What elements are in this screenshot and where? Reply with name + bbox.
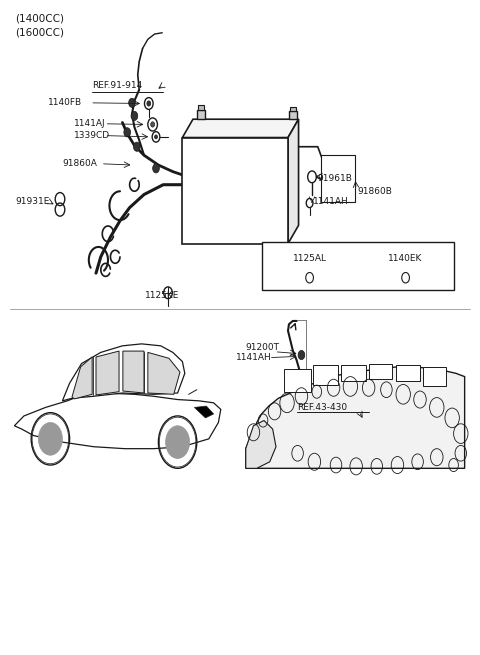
Bar bbox=[198, 105, 204, 110]
Polygon shape bbox=[288, 119, 299, 244]
Bar bbox=[289, 111, 297, 119]
Text: 1141AJ: 1141AJ bbox=[74, 119, 106, 128]
Polygon shape bbox=[194, 406, 214, 418]
Text: 1125KE: 1125KE bbox=[145, 291, 180, 300]
Circle shape bbox=[133, 142, 140, 151]
Text: REF.43-430: REF.43-430 bbox=[297, 403, 347, 412]
Bar bbox=[182, 138, 288, 244]
Circle shape bbox=[166, 426, 190, 458]
Bar bbox=[369, 364, 392, 379]
Polygon shape bbox=[246, 367, 465, 468]
Bar bbox=[284, 369, 311, 392]
Circle shape bbox=[153, 164, 159, 173]
Bar bbox=[341, 365, 366, 381]
Text: 91200T: 91200T bbox=[246, 343, 280, 352]
Bar bbox=[262, 242, 454, 290]
Text: 91860B: 91860B bbox=[358, 187, 393, 196]
Bar bbox=[290, 107, 296, 111]
Circle shape bbox=[155, 135, 157, 139]
Polygon shape bbox=[148, 352, 180, 394]
Bar bbox=[197, 110, 205, 119]
Text: 1140EK: 1140EK bbox=[388, 253, 423, 263]
Polygon shape bbox=[123, 351, 144, 393]
Text: 1141AH: 1141AH bbox=[313, 197, 348, 206]
Text: 1339CD: 1339CD bbox=[74, 131, 110, 140]
Bar bbox=[396, 365, 420, 381]
Circle shape bbox=[124, 128, 131, 137]
Text: (1600CC): (1600CC) bbox=[15, 28, 64, 38]
Circle shape bbox=[131, 111, 138, 121]
Polygon shape bbox=[72, 357, 92, 399]
Text: 91860A: 91860A bbox=[62, 159, 97, 168]
Polygon shape bbox=[246, 421, 276, 468]
Circle shape bbox=[298, 350, 305, 360]
Polygon shape bbox=[62, 344, 185, 401]
Polygon shape bbox=[96, 351, 119, 395]
Text: 91931E: 91931E bbox=[15, 197, 50, 206]
Bar bbox=[321, 155, 355, 202]
Polygon shape bbox=[182, 119, 299, 138]
Circle shape bbox=[38, 422, 62, 455]
Bar bbox=[313, 365, 338, 385]
Text: 1125AL: 1125AL bbox=[293, 253, 326, 263]
Circle shape bbox=[129, 98, 135, 107]
Polygon shape bbox=[14, 393, 221, 449]
Text: 1141AH: 1141AH bbox=[236, 353, 272, 362]
Text: 91961B: 91961B bbox=[318, 174, 353, 183]
Text: 1140FB: 1140FB bbox=[48, 98, 82, 107]
Bar bbox=[423, 367, 446, 386]
Circle shape bbox=[147, 101, 151, 106]
Circle shape bbox=[151, 122, 155, 127]
Text: REF.91-914: REF.91-914 bbox=[92, 81, 143, 90]
Text: (1400CC): (1400CC) bbox=[15, 13, 64, 24]
